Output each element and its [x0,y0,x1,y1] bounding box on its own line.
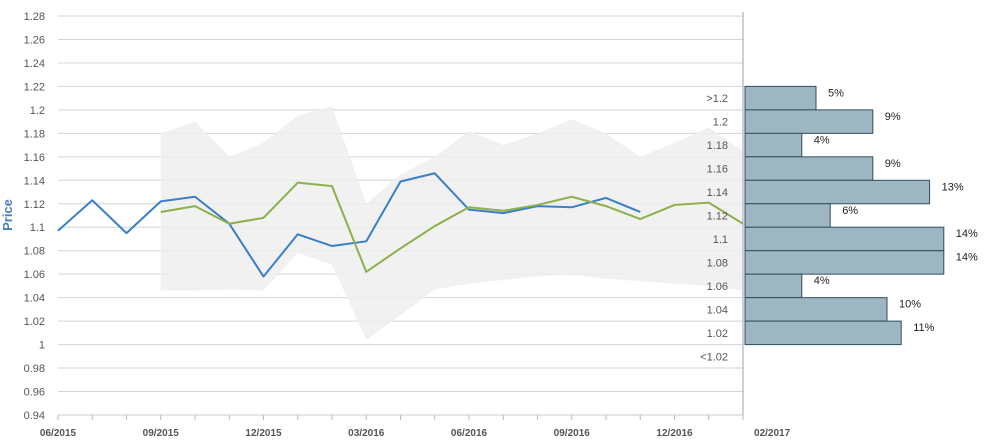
x-tick-label: 06/2015 [40,428,77,439]
hist-bar-label: 14% [956,252,978,264]
hist-bin-label: 1.1 [713,234,728,246]
hist-bin-label: 1.08 [707,257,728,269]
hist-bin-label: 1.04 [707,304,728,316]
hist-bar [744,297,888,322]
hist-bar-label: 4% [814,134,830,146]
y-tick-label: 0.94 [24,410,45,422]
hist-bar [744,156,874,181]
y-axis-label: Price [0,199,15,231]
y-tick-label: 1.14 [24,175,45,187]
y-tick-label: 1.06 [24,269,45,281]
y-tick-label: 1.2 [30,105,45,117]
y-tick-label: 1.08 [24,246,45,258]
y-tick-label: 1.12 [24,199,45,211]
axes: 0.94 0.96 0.98 1 1.02 1.04 1.06 1.08 1.1 1.12 1.14… [24,11,791,439]
hist-bin-label: >1.2 [706,93,728,105]
hist-bin-label: <1.02 [700,351,728,363]
series-line-blue [57,172,641,278]
hist-bar-label: 9% [885,111,901,123]
series-line-green [160,181,744,273]
hist-bin-label: 1.14 [707,187,728,199]
hist-bin-label: 1.06 [707,281,728,293]
hist-bar [744,320,902,346]
hist-bar [744,179,931,205]
hist-bin-label: 1.02 [707,328,728,340]
hist-bar [744,226,945,252]
x-tick-label: 02/2017 [754,428,791,439]
y-tick-label: 1.24 [24,58,45,70]
hist-bin-label: 1.18 [707,140,728,152]
hist-bar-label: 14% [956,228,978,240]
forecast-band-area [160,106,743,340]
y-tick-label: 1.22 [24,81,45,93]
hist-bar [744,273,803,299]
x-tick-label: 09/2015 [143,428,180,439]
y-tick-label: 1.1 [30,222,45,234]
hist-bar-label: 9% [885,158,901,170]
x-tick-label: 12/2016 [656,428,693,439]
x-tick-label: 06/2016 [451,428,488,439]
y-tick-label: 0.96 [24,387,45,399]
series-lines [57,172,744,278]
hist-bar-label: 6% [842,205,858,217]
hist-bar [744,109,874,134]
hist-bin-label: 1.2 [713,117,728,129]
y-tick-label: 1.02 [24,316,45,328]
hist-bin-label: 1.16 [707,164,728,176]
hist-bar-label: 10% [899,299,921,311]
hist-bar [744,203,831,228]
x-tick-label: 12/2015 [245,428,282,439]
hist-bar-label: 13% [942,181,964,193]
forecast-band [160,106,743,340]
y-tick-label: 1.16 [24,152,45,164]
y-tick-label: 1.26 [24,34,45,46]
y-tick-label: 1.28 [24,11,45,23]
hist-bin-label: 1.12 [707,211,728,223]
y-tick-label: 1 [39,340,45,352]
hist-bar-label: 4% [814,275,830,287]
y-tick-label: 1.18 [24,128,45,140]
hist-bar-label: 5% [828,87,844,99]
x-tick-label: 03/2016 [348,428,385,439]
hist-bar [744,85,817,111]
y-tick-label: 0.98 [24,363,45,375]
x-tick-label: 09/2016 [554,428,591,439]
y-tick-label: 1.04 [24,293,45,305]
hist-bar [744,250,945,275]
histogram: >1.2 5% 1.2 9% 1.18 4% 1.16 9% 1.14 13% 1.12 6% 1.1 1… [700,85,978,363]
hist-bar-label: 11% [913,322,934,334]
hist-bar [744,132,803,158]
